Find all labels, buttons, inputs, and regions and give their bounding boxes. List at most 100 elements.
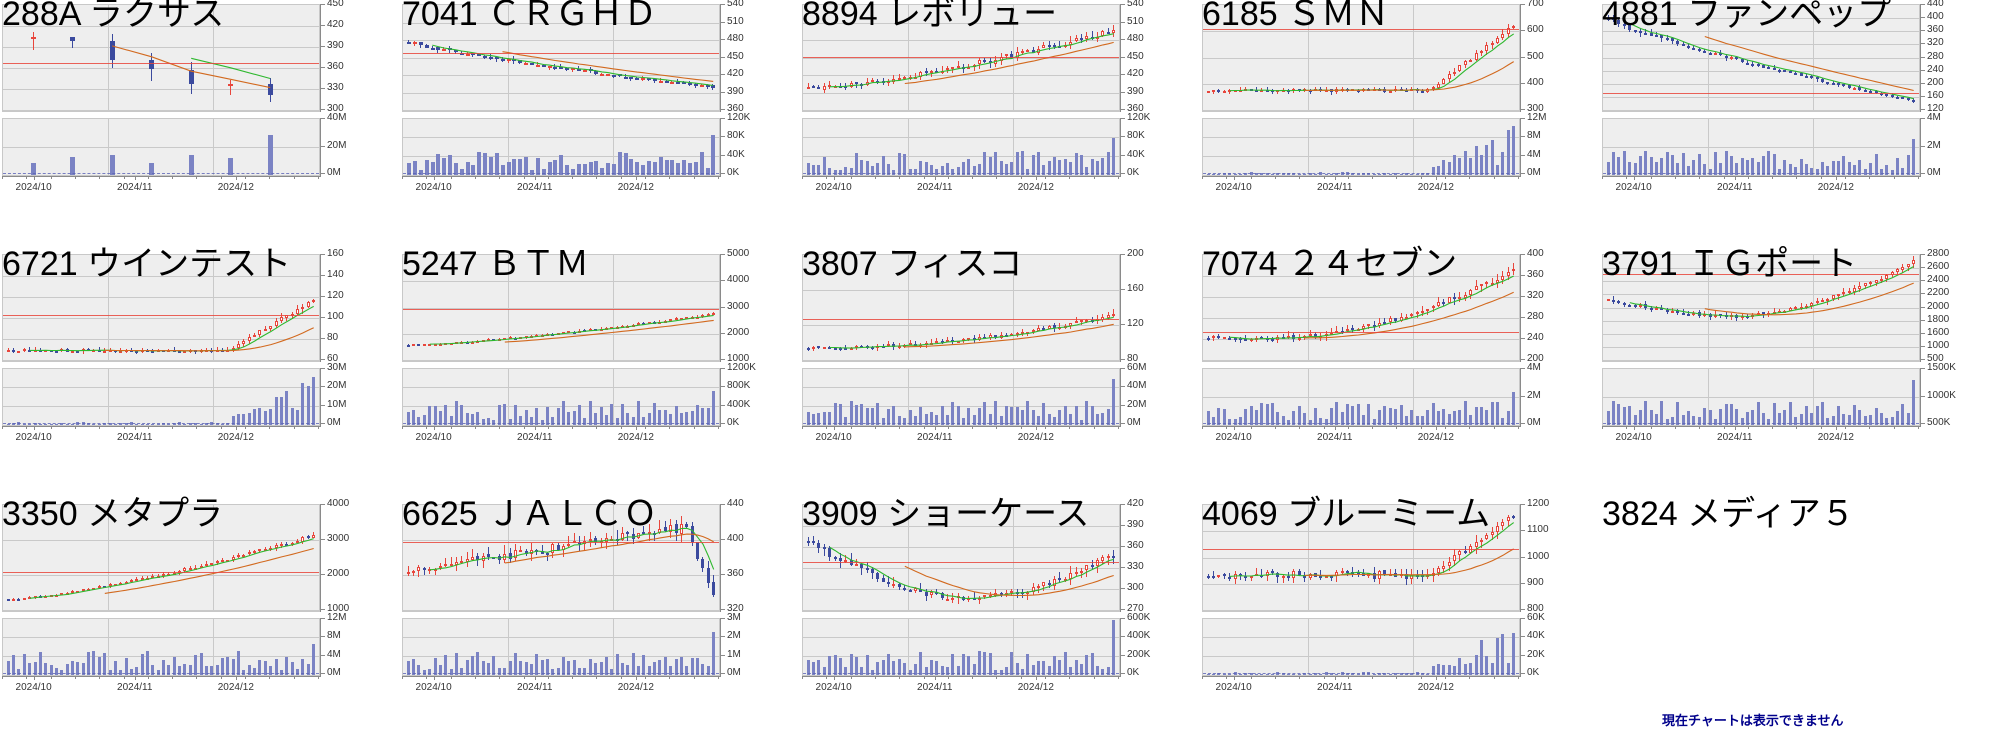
volume-bar: [1351, 405, 1355, 425]
volume-bar: [1042, 403, 1046, 425]
candle-body: [1464, 60, 1468, 65]
date-axis-label: 2024/12: [1017, 432, 1054, 443]
price-axis-label: 2000: [1927, 301, 1950, 312]
volume-bar: [1405, 415, 1409, 425]
date-axis-label: 2024/12: [1817, 432, 1854, 443]
chart-cell-6625[interactable]: 6625 ＪＡＬＣＯ 440 400 360 320 3M 2M 1M 0M 2024/10 202…: [400, 495, 800, 750]
candle-body: [1687, 313, 1691, 316]
date-axis-label: 2024/11: [1317, 682, 1353, 693]
volume-bar: [1912, 139, 1916, 175]
candle-body: [1607, 299, 1611, 302]
candle-body: [828, 347, 832, 350]
chart-title-3824: 3824 メディア５: [1602, 495, 1855, 533]
volume-bar: [291, 407, 295, 425]
volume-bar: [1037, 151, 1041, 175]
chart-cell-7074[interactable]: 7074 ２４セブン 400 360 320 280 240 200 4M 2M 0M 2024/1…: [1200, 245, 1600, 500]
candle-body: [855, 82, 859, 85]
candle-body: [524, 62, 528, 65]
candle-body: [1891, 271, 1895, 275]
chart-title-3791: 3791 ＩＧポート: [1602, 245, 1858, 283]
volume-bar: [688, 163, 692, 175]
volume-bar: [301, 382, 305, 425]
chart-cell-3350[interactable]: 3350 メタプラ 4000 3000 2000 1000 12M 8M 4M 0M 2024/1…: [0, 495, 400, 750]
volume-bar: [1480, 640, 1484, 675]
candle-body: [1107, 31, 1111, 34]
chart-cell-4069[interactable]: 4069 ブルーミーム 1200 1100 1000 900 800 60K 40K 20K 0K…: [1200, 495, 1600, 750]
volume-bar: [1021, 150, 1025, 175]
candle-wick: [40, 348, 42, 352]
volume-bar: [258, 408, 262, 425]
chart-cell-288A[interactable]: 288A ラクサス 450 420 390 360 330 300 40M 20M 0M 2024/…: [0, 0, 400, 250]
volume-bar: [460, 168, 464, 175]
candle-body: [258, 330, 262, 335]
volume-bar: [565, 164, 569, 175]
volume-bar: [114, 423, 118, 425]
candle-wick: [1661, 34, 1663, 42]
volume-bar: [807, 162, 811, 175]
candle-wick: [1661, 304, 1663, 310]
candle-body: [1821, 300, 1825, 303]
volume-bar: [571, 168, 575, 175]
volume-axis-label: 0K: [727, 417, 740, 428]
candle-body: [1789, 71, 1793, 74]
moving-average-lines: [29, 305, 314, 352]
candle-body: [1212, 336, 1216, 338]
candle-wick: [915, 72, 917, 79]
volume-bar: [1496, 637, 1500, 675]
volume-panel: [1602, 368, 1920, 426]
chart-cell-7041[interactable]: 7041 ＣＲＧＨＤ 540 510 480 450 420 390 360 120K 80K 40…: [400, 0, 800, 250]
price-axis-label: 360: [1527, 269, 1544, 280]
volume-bar: [1378, 174, 1382, 175]
volume-bar: [1101, 668, 1105, 675]
volume-bar: [1789, 163, 1793, 175]
volume-bar: [1612, 401, 1616, 425]
candle-body: [1896, 96, 1900, 99]
volume-bar: [1000, 161, 1004, 175]
candle-wick: [1417, 310, 1419, 319]
volume-panel: [1202, 368, 1520, 426]
price-axis-label: 360: [727, 568, 744, 579]
candle-body: [930, 71, 934, 74]
candle-body: [1244, 338, 1248, 341]
candle-body: [600, 73, 604, 76]
volume-bar: [509, 419, 513, 425]
price-axis-label: 500: [1527, 51, 1544, 62]
candle-wick: [254, 332, 256, 338]
volume-bar: [412, 409, 416, 425]
candle-body: [1405, 316, 1409, 319]
chart-cell-8894[interactable]: 8894 レボリュー 540 510 480 450 420 390 360 120K 80K 40…: [800, 0, 1200, 250]
chart-cell-3824[interactable]: 3824 メディア５ 現在チャートは表示できません: [1600, 495, 2000, 750]
chart-cell-6721[interactable]: 6721 ウインテスト 160 140 120 100 80 60 30M 20M 10M 0M 20…: [0, 245, 400, 500]
price-axis-label: 2600: [1927, 261, 1950, 272]
chart-cell-3807[interactable]: 3807 フィスコ 200 160 120 80 60M 40M 20M 0M 2024/10 20…: [800, 245, 1200, 500]
candle-wick: [1342, 327, 1344, 334]
volume-bar: [1026, 653, 1030, 675]
candle-body: [1485, 282, 1489, 285]
volume-bar: [1416, 416, 1420, 425]
volume-bar: [39, 652, 43, 675]
volume-bar: [648, 413, 652, 425]
candle-wick: [1331, 328, 1333, 335]
volume-bar: [1458, 158, 1462, 175]
chart-cell-3909[interactable]: 3909 ショーケース 420 390 360 330 300 270 600K 400K 200…: [800, 495, 1200, 750]
chart-cell-5247[interactable]: 5247 ＢＴＭ 5000 4000 3000 2000 1000 1200K 800K 400…: [400, 245, 800, 500]
chart-cell-4881[interactable]: 4881 ファンペップ 440 400 360 320 280 240 200 160 120 4M…: [1600, 0, 2000, 250]
volume-bar: [1016, 407, 1020, 425]
price-axis-label: 300: [1527, 103, 1544, 114]
candle-body: [530, 62, 534, 65]
candle-body: [1757, 64, 1761, 67]
date-axis-label: 2024/10: [15, 682, 52, 693]
candle-body: [653, 78, 657, 81]
price-axis-label: 60: [327, 353, 339, 364]
volume-bar: [551, 416, 555, 425]
chart-cell-6185[interactable]: 6185 ＳＭＮ 700 600 500 400 300 12M 8M 4M 0M 2024/10 2…: [1200, 0, 1600, 250]
chart-cell-3791[interactable]: 3791 ＩＧポート 2800 2600 2400 2200 2000 1800 1600 10…: [1600, 245, 2000, 500]
candle-body: [495, 57, 499, 60]
volume-bar: [876, 402, 880, 425]
volume-bar: [487, 417, 491, 425]
date-axis-label: 2024/12: [617, 682, 654, 693]
volume-bar: [682, 160, 686, 175]
candle-body: [1676, 40, 1680, 45]
volume-axis-label: 1000K: [1927, 390, 1956, 401]
candle-body: [242, 340, 246, 345]
